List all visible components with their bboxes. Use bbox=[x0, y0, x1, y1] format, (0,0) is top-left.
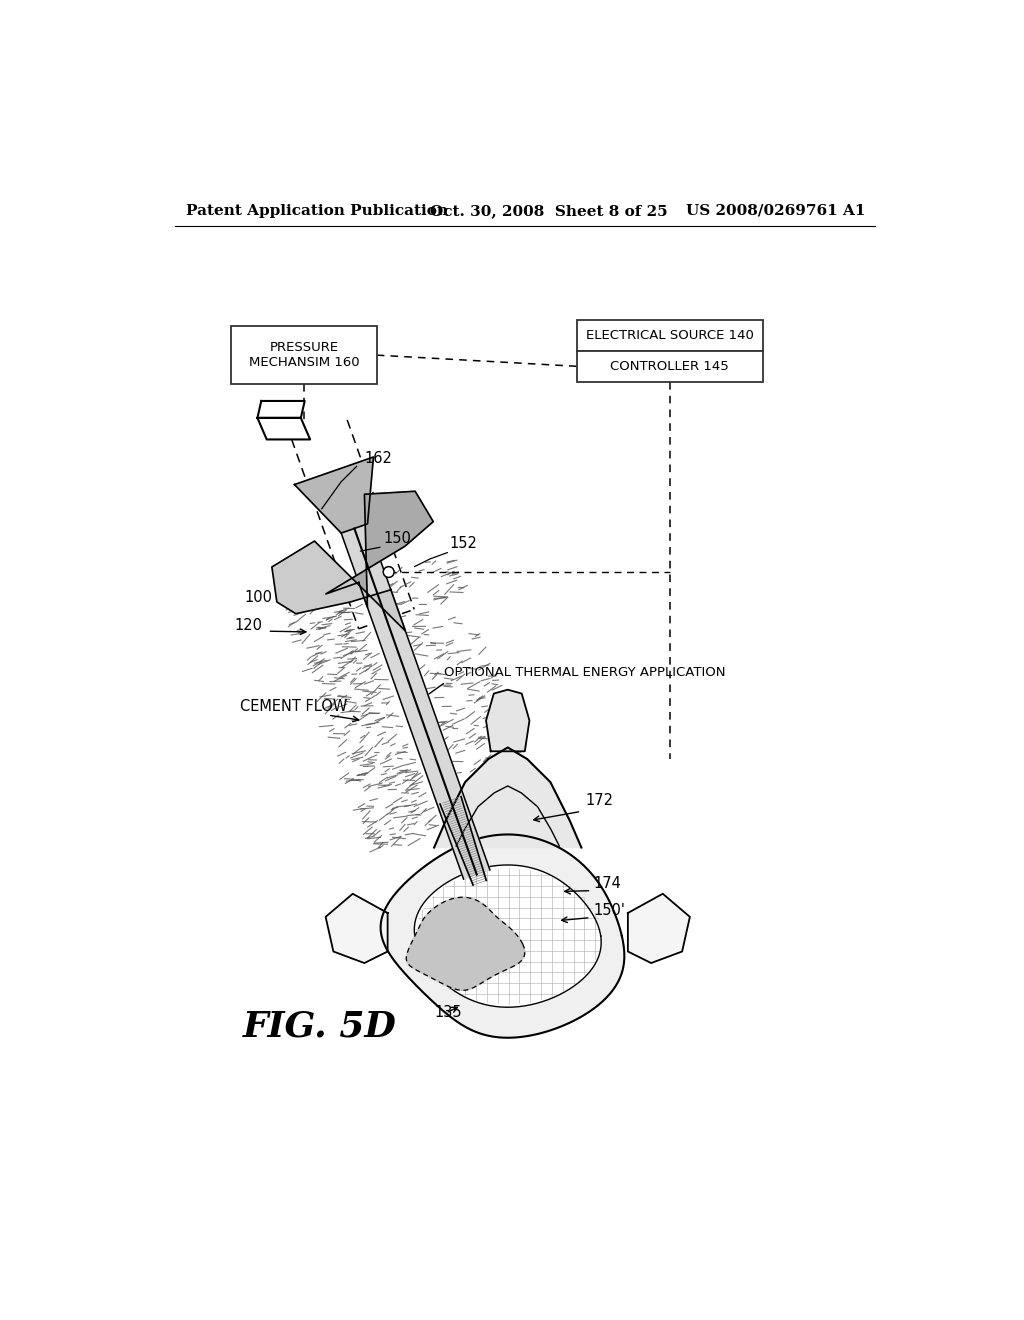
Polygon shape bbox=[295, 457, 374, 533]
Text: 174: 174 bbox=[593, 876, 621, 891]
Polygon shape bbox=[257, 418, 310, 440]
Text: 135: 135 bbox=[435, 1005, 463, 1020]
Text: PRESSURE
MECHANSIM 160: PRESSURE MECHANSIM 160 bbox=[249, 341, 359, 370]
Polygon shape bbox=[381, 834, 625, 1038]
Text: ELECTRICAL SOURCE 140: ELECTRICAL SOURCE 140 bbox=[586, 329, 754, 342]
Text: US 2008/0269761 A1: US 2008/0269761 A1 bbox=[686, 203, 865, 218]
Text: CONTROLLER 145: CONTROLLER 145 bbox=[610, 360, 729, 372]
Text: FIG. 5D: FIG. 5D bbox=[243, 1010, 396, 1043]
Polygon shape bbox=[257, 401, 305, 418]
Text: 152: 152 bbox=[450, 536, 477, 550]
Bar bbox=[577, 351, 763, 381]
Polygon shape bbox=[434, 747, 582, 847]
Text: 172: 172 bbox=[586, 793, 613, 808]
Polygon shape bbox=[415, 865, 601, 1007]
Text: 120: 120 bbox=[234, 618, 262, 632]
Polygon shape bbox=[326, 491, 433, 607]
Polygon shape bbox=[486, 689, 529, 751]
Circle shape bbox=[383, 566, 394, 577]
Polygon shape bbox=[326, 894, 388, 964]
Text: 100: 100 bbox=[245, 590, 272, 605]
Bar bbox=[577, 321, 763, 351]
Text: CEMENT FLOW: CEMENT FLOW bbox=[241, 700, 348, 714]
Polygon shape bbox=[271, 541, 406, 631]
Text: Patent Application Publication: Patent Application Publication bbox=[186, 203, 449, 218]
Text: 162: 162 bbox=[365, 450, 392, 466]
Text: Oct. 30, 2008  Sheet 8 of 25: Oct. 30, 2008 Sheet 8 of 25 bbox=[430, 203, 668, 218]
Bar bbox=[231, 326, 377, 384]
Text: 150: 150 bbox=[384, 532, 412, 546]
Text: OPTIONAL THERMAL ENERGY APPLICATION: OPTIONAL THERMAL ENERGY APPLICATION bbox=[444, 665, 726, 678]
Polygon shape bbox=[341, 524, 489, 879]
Text: 150': 150' bbox=[593, 903, 625, 919]
Polygon shape bbox=[628, 894, 690, 964]
Polygon shape bbox=[407, 898, 524, 990]
